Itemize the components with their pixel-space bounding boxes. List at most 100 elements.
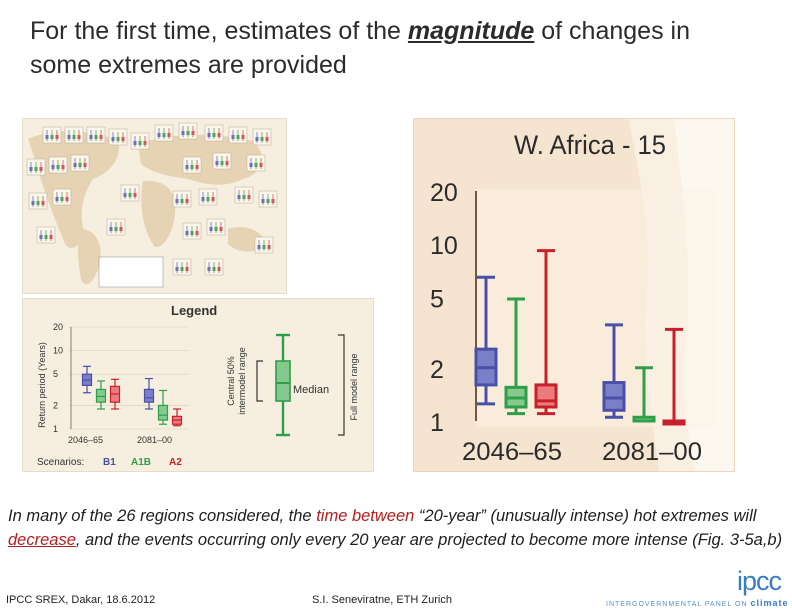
mini-plot-box — [249, 163, 253, 167]
mini-plot-box — [29, 167, 33, 171]
mini-plot-box — [133, 141, 137, 145]
body-text-part-1: In many of the 26 regions considered, th… — [8, 507, 317, 525]
mini-plot-box — [60, 197, 64, 201]
legend-y-tick-label: 10 — [53, 346, 63, 356]
mini-plot-box — [45, 135, 49, 139]
mini-plot-box — [259, 163, 263, 167]
mini-plot-box — [123, 193, 127, 197]
legend-scenario-a2: A2 — [169, 457, 182, 468]
mini-plot-box — [78, 163, 82, 167]
mini-plot-box — [185, 267, 189, 271]
chart-a2-1-box — [534, 383, 558, 409]
legend-scenario-a1b: A1B — [131, 457, 151, 468]
chart-y-tick-label: 2 — [430, 356, 444, 384]
mini-plot-box — [121, 137, 125, 141]
legend-example-boxes — [81, 365, 183, 427]
chart-b1-2-box — [602, 381, 626, 412]
mini-plot-box — [55, 197, 59, 201]
mini-plot-box — [271, 199, 275, 203]
west-africa-chart: W. Africa - 15 20 10 5 2 1 2046–65 2081–00 — [413, 118, 735, 472]
body-text-part-2: “20-year” (unusually intense) hot extrem… — [414, 507, 757, 525]
mini-plot-box — [31, 201, 35, 205]
mini-plot-box — [65, 197, 69, 201]
mini-plot-box — [241, 135, 245, 139]
body-highlight-decrease: decrease — [8, 531, 76, 549]
mini-plot-box — [73, 163, 77, 167]
mini-plot-box — [237, 195, 241, 199]
legend-scenarios-label: Scenarios: — [37, 457, 84, 468]
mini-plot-box — [185, 231, 189, 235]
mini-plot-box — [180, 267, 184, 271]
mini-plot-box — [265, 137, 269, 141]
mini-plot-box — [99, 135, 103, 139]
body-text: In many of the 26 regions considered, th… — [8, 504, 784, 552]
legend-y-tick-label: 1 — [53, 424, 58, 434]
mini-plot-box — [114, 227, 118, 231]
body-highlight-time-between: time between — [316, 507, 415, 525]
title-text-end: of changes in some extremes are provided — [30, 17, 690, 79]
chart-category-2: 2081–00 — [602, 438, 702, 466]
legend-graphic: Legend Return period (Years) 20 10 5 2 1 204… — [37, 303, 359, 468]
mini-plot-box — [207, 133, 211, 137]
legend-title: Legend — [171, 303, 217, 318]
mini-plot-box — [190, 231, 194, 235]
mini-plot-box — [231, 135, 235, 139]
mini-plot-box — [220, 161, 224, 165]
legend-panel: Legend Return period (Years) 20 10 5 2 1 204… — [22, 298, 374, 472]
legend-interm-label-1: Central 50% — [226, 356, 236, 406]
mini-plot-box — [34, 167, 38, 171]
mini-plot-box — [175, 267, 179, 271]
legend-axis: 20 10 5 2 1 — [53, 322, 189, 434]
chart-y-tick-label: 10 — [430, 232, 458, 260]
mini-plot-box — [186, 131, 190, 135]
mini-plot-box — [61, 165, 65, 169]
mini-plot-box — [209, 227, 213, 231]
mini-plot-box — [255, 137, 259, 141]
mini-plot-box — [267, 245, 271, 249]
chart-y-tick-label: 20 — [430, 179, 458, 207]
mini-plot-box — [116, 137, 120, 141]
slide-title: For the first time, estimates of the mag… — [30, 14, 750, 82]
footer-event: IPCC SREX, Dakar, 18.6.2012 — [6, 594, 156, 606]
ipcc-tagline: INTERGOVERNMENTAL PANEL ON climate chang… — [606, 598, 792, 608]
mini-plot-box — [162, 133, 166, 137]
legend-interm-label-2: intermodel range — [237, 347, 247, 415]
chart-y-tick-label: 5 — [430, 285, 444, 313]
mini-plot-box — [195, 231, 199, 235]
mini-plot-box — [247, 195, 251, 199]
mini-plot-box — [219, 227, 223, 231]
mini-plot-box — [51, 165, 55, 169]
americas-south-shape — [77, 229, 101, 285]
legend-median-label: Median — [293, 384, 329, 396]
mini-plot-box — [242, 195, 246, 199]
mini-plot-box — [217, 133, 221, 137]
mini-plot-box — [83, 163, 87, 167]
mini-plot-box — [262, 245, 266, 249]
chart-graphic: W. Africa - 15 20 10 5 2 1 2046–65 2081–00 — [430, 119, 734, 471]
title-emphasis: magnitude — [407, 17, 535, 45]
mini-plot-box — [39, 167, 43, 171]
legend-scenario-b1: B1 — [103, 457, 116, 468]
legend-a1b-1-box — [95, 388, 107, 403]
ipcc-logo: ipcc — [737, 566, 782, 596]
mini-plot-box — [55, 135, 59, 139]
legend-period-2: 2081–00 — [137, 435, 172, 445]
mini-plot-box — [212, 267, 216, 271]
mini-plot-box — [77, 135, 81, 139]
mini-plot-box — [211, 197, 215, 201]
mini-plot-box — [109, 227, 113, 231]
mini-plot-box — [181, 131, 185, 135]
chart-y-tick-label: 1 — [430, 409, 444, 437]
legend-y-tick-label: 5 — [53, 369, 58, 379]
legend-y-tick-label: 20 — [53, 322, 63, 332]
mini-plot-box — [261, 199, 265, 203]
legend-y-tick-label: 2 — [53, 400, 58, 410]
title-text-start: For the first time, estimates of the — [30, 17, 408, 45]
mini-plot-box — [41, 201, 45, 205]
footer-author: S.I. Seneviratne, ETH Zurich — [312, 594, 452, 606]
mini-plot-box — [215, 161, 219, 165]
legend-period-1: 2046–65 — [68, 435, 103, 445]
mini-plot-box — [39, 235, 43, 239]
region-mini-plots — [26, 122, 278, 283]
mini-plot-box — [119, 227, 123, 231]
